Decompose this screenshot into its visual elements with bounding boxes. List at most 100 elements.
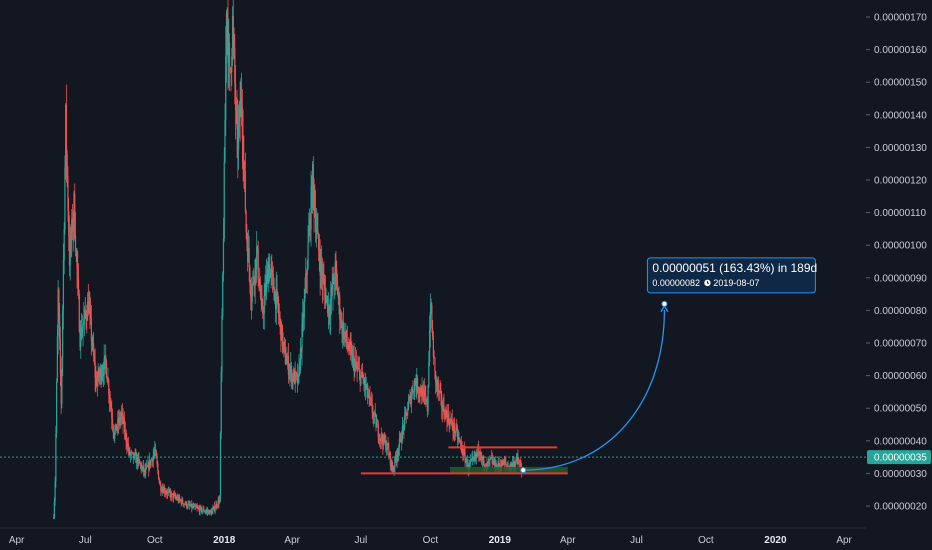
candle xyxy=(56,324,58,383)
candle xyxy=(367,382,369,405)
candle-body xyxy=(133,453,135,459)
candle xyxy=(435,375,437,393)
candle xyxy=(152,448,154,468)
candle xyxy=(109,391,111,413)
candle-body xyxy=(162,489,164,493)
candle-body xyxy=(337,294,339,298)
candle xyxy=(302,299,304,338)
candle xyxy=(141,460,143,471)
candle xyxy=(142,465,144,473)
clock-icon xyxy=(704,279,711,287)
y-tick-label: 0.00000170 xyxy=(874,13,927,24)
y-axis[interactable]: 0.00000020 0.00000030 0.00000040 0.00000050… xyxy=(866,13,927,513)
candle xyxy=(336,260,338,291)
candle-body xyxy=(443,404,445,415)
candle xyxy=(371,393,373,419)
candle xyxy=(148,460,150,477)
candle xyxy=(361,363,364,379)
y-tick-label: 0.00000050 xyxy=(874,404,927,415)
candle xyxy=(169,488,171,498)
x-axis[interactable]: Apr Jul Oct 2018 Apr Jul Oct 2019 Apr Jul Oct 2020 A… xyxy=(0,527,866,546)
candle-body xyxy=(230,69,232,73)
candle xyxy=(82,324,84,347)
candle-body xyxy=(321,272,323,284)
candle xyxy=(435,370,437,394)
candle xyxy=(182,497,184,504)
candle xyxy=(65,102,67,180)
candle xyxy=(291,373,293,390)
candle-body xyxy=(281,324,283,341)
candle xyxy=(465,456,468,468)
candle-body xyxy=(333,283,336,285)
candle xyxy=(453,418,455,440)
candle xyxy=(133,452,135,465)
candle xyxy=(192,502,194,509)
candle xyxy=(253,276,256,297)
candle xyxy=(202,505,204,511)
candle xyxy=(433,349,435,359)
projection-arrow[interactable] xyxy=(523,309,666,471)
x-tick-label: Apr xyxy=(284,535,300,546)
candle xyxy=(213,501,216,513)
projection-date-text: 2019-08-07 xyxy=(713,278,759,288)
candle-body xyxy=(451,419,453,427)
candle-body xyxy=(309,218,311,230)
candle xyxy=(209,509,211,516)
candle xyxy=(90,305,92,356)
candle-body xyxy=(126,441,128,447)
candle xyxy=(188,500,191,510)
candle-body xyxy=(176,497,178,500)
candle-body xyxy=(189,505,191,507)
candle xyxy=(157,470,160,480)
projection-change-text: 0.00000051 (163.43%) in 189d xyxy=(652,261,817,275)
candle xyxy=(216,504,219,509)
candle-body xyxy=(256,246,258,270)
candle-body xyxy=(80,328,83,337)
candle-body xyxy=(152,455,154,462)
candle xyxy=(111,400,113,430)
candle xyxy=(59,326,62,387)
candle xyxy=(415,374,417,397)
candle xyxy=(308,208,311,237)
candle-body xyxy=(373,412,376,415)
candle-body xyxy=(271,268,273,270)
candle-body xyxy=(331,286,333,291)
candle xyxy=(203,506,205,514)
candle-body xyxy=(493,459,496,465)
candle xyxy=(441,400,444,423)
candle xyxy=(437,379,439,396)
candle-body xyxy=(506,465,508,467)
x-tick-label: Oct xyxy=(147,535,163,546)
candle xyxy=(57,280,59,355)
candle-body xyxy=(478,446,480,454)
projection-label[interactable]: 0.00000051 (163.43%) in 189d 0.00000082 … xyxy=(646,257,817,294)
candle-body xyxy=(351,348,353,363)
candle-body xyxy=(452,426,454,432)
candle-body xyxy=(94,362,96,378)
candle-body xyxy=(435,370,437,383)
candle xyxy=(294,361,296,393)
candle xyxy=(429,315,431,366)
candle xyxy=(176,495,178,501)
candle-body xyxy=(504,462,506,464)
candle-body xyxy=(395,456,397,458)
projection-end-point[interactable] xyxy=(661,300,668,307)
candle xyxy=(403,424,405,439)
candle xyxy=(306,259,308,295)
candle xyxy=(265,265,267,306)
candle-body xyxy=(256,246,259,249)
candle xyxy=(156,452,158,468)
candle-body xyxy=(291,374,293,382)
candle xyxy=(144,463,146,477)
candle xyxy=(224,103,226,163)
projection-start-point[interactable] xyxy=(520,467,527,474)
candle xyxy=(425,398,428,405)
candle xyxy=(481,455,484,469)
candle xyxy=(115,424,117,431)
candle-body xyxy=(75,251,77,253)
candle xyxy=(478,451,481,462)
candle xyxy=(339,308,342,331)
candle xyxy=(168,486,170,493)
candle-body xyxy=(241,98,243,108)
